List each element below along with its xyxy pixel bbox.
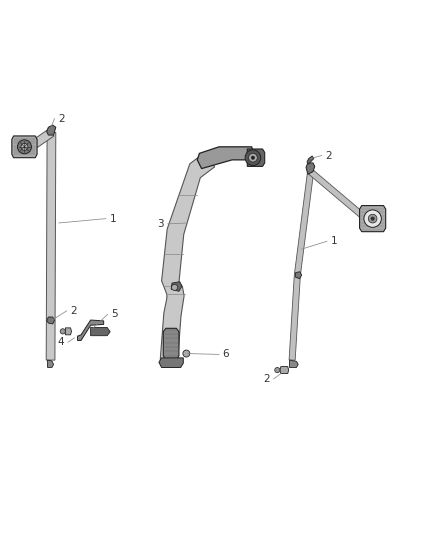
Circle shape xyxy=(172,284,178,290)
Text: 2: 2 xyxy=(264,374,270,384)
Polygon shape xyxy=(78,320,104,341)
Polygon shape xyxy=(159,358,184,367)
Polygon shape xyxy=(280,367,289,374)
Polygon shape xyxy=(360,206,386,232)
Polygon shape xyxy=(308,169,369,222)
Text: 2: 2 xyxy=(70,306,77,316)
Circle shape xyxy=(371,217,374,220)
Circle shape xyxy=(249,154,257,162)
Circle shape xyxy=(364,210,381,228)
Text: 3: 3 xyxy=(158,219,164,229)
Text: 4: 4 xyxy=(58,337,64,347)
Circle shape xyxy=(21,143,28,150)
Polygon shape xyxy=(47,317,54,324)
Polygon shape xyxy=(171,282,182,292)
Text: 2: 2 xyxy=(325,150,332,160)
Polygon shape xyxy=(160,153,215,361)
Polygon shape xyxy=(65,328,71,335)
Polygon shape xyxy=(46,132,56,360)
Text: 5: 5 xyxy=(111,309,118,319)
Circle shape xyxy=(183,350,190,357)
Polygon shape xyxy=(307,156,314,164)
Polygon shape xyxy=(163,328,179,360)
Polygon shape xyxy=(47,360,53,367)
Circle shape xyxy=(18,140,32,154)
Polygon shape xyxy=(12,136,37,158)
Text: 2: 2 xyxy=(58,114,64,124)
Polygon shape xyxy=(247,149,265,166)
Polygon shape xyxy=(91,327,110,336)
Polygon shape xyxy=(47,125,56,135)
Circle shape xyxy=(368,214,377,223)
Polygon shape xyxy=(290,360,298,367)
Polygon shape xyxy=(197,147,254,168)
Circle shape xyxy=(60,329,65,334)
Text: 6: 6 xyxy=(223,350,229,359)
Text: 1: 1 xyxy=(110,214,116,224)
Polygon shape xyxy=(25,129,54,152)
Polygon shape xyxy=(295,272,302,279)
Circle shape xyxy=(251,156,254,159)
Text: 1: 1 xyxy=(330,236,337,246)
Polygon shape xyxy=(289,173,314,360)
Circle shape xyxy=(245,150,261,166)
Polygon shape xyxy=(306,163,315,174)
Circle shape xyxy=(275,367,280,373)
